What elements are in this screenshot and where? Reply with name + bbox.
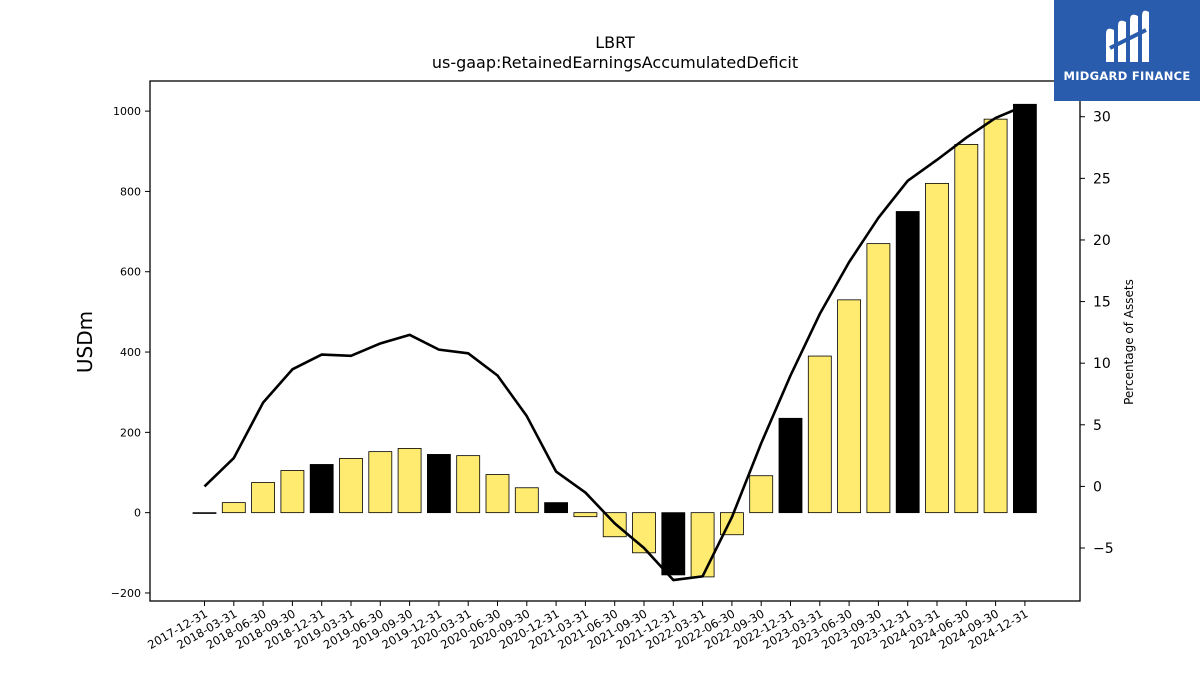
- y2-tick-label: 15: [1093, 295, 1111, 311]
- bar-series: [192, 103, 1037, 578]
- bar-2018-03-31: [221, 502, 246, 514]
- y2-tick-label: 10: [1093, 356, 1111, 372]
- bar-2018-12-31: [309, 464, 334, 514]
- bar-2018-09-30: [280, 470, 305, 514]
- y2-axis-label: Percentage of Assets: [1122, 279, 1136, 405]
- bar-2021-12-31: [661, 512, 686, 576]
- y-axis-label: USDm: [73, 311, 97, 373]
- logo-text: MIDGARD FINANCE: [1063, 69, 1191, 83]
- bar-2019-03-31: [339, 458, 363, 514]
- percentage-of-assets-line: [203, 104, 1026, 582]
- y-tick-label: 1000: [113, 105, 141, 118]
- x-axis-ticks: 2017-12-312018-03-312018-06-302018-09-30…: [145, 601, 1030, 652]
- chart-title: LBRT: [595, 33, 635, 52]
- y2-tick-label: −5: [1093, 541, 1114, 557]
- bar-2018-06-30: [251, 482, 276, 514]
- bar-2019-09-30: [397, 448, 422, 514]
- midgard-finance-logo: MIDGARD FINANCE: [1054, 0, 1200, 101]
- y2-tick-label: 5: [1093, 418, 1102, 434]
- bar-2023-12-31: [895, 211, 920, 514]
- y-tick-label: 800: [120, 185, 141, 198]
- bar-2022-03-31: [690, 512, 715, 578]
- y-tick-label: 600: [120, 266, 141, 279]
- y-tick-label: 400: [120, 346, 141, 359]
- midgard-m-logo-icon: [1106, 10, 1149, 63]
- bar-2020-12-31: [544, 502, 568, 514]
- y-axis-ticks: −200 0 200 400 600 800 1000: [111, 105, 150, 600]
- bar-2024-12-31: [1013, 103, 1037, 514]
- bar-2020-09-30: [514, 487, 539, 514]
- bar-2020-03-31: [456, 455, 481, 514]
- y-tick-label: −200: [111, 587, 141, 600]
- bar-2017-12-31: [192, 512, 217, 514]
- bar-2022-09-30: [749, 475, 774, 514]
- line-series: [203, 104, 1026, 582]
- chart-subtitle: us-gaap:RetainedEarningsAccumulatedDefic…: [432, 53, 798, 72]
- plot-frame: [149, 80, 1081, 602]
- y2-tick-label: 0: [1093, 479, 1102, 495]
- y2-axis-ticks: −5 0 5 10 15 20 25 30: [1080, 110, 1114, 557]
- bar-2020-06-30: [485, 474, 510, 514]
- bar-2021-03-31: [573, 512, 598, 518]
- y2-tick-label: 25: [1093, 171, 1111, 187]
- bar-2024-09-30: [983, 118, 1008, 514]
- y-tick-label: 200: [120, 426, 141, 439]
- bar-2023-03-31: [807, 355, 832, 514]
- bar-2019-06-30: [368, 451, 393, 514]
- y2-tick-label: 30: [1093, 110, 1111, 126]
- bar-2024-06-30: [954, 144, 979, 514]
- bar-2023-09-30: [866, 243, 891, 514]
- bar-2024-03-31: [925, 182, 949, 514]
- bar-2022-12-31: [778, 417, 803, 514]
- bar-2019-12-31: [426, 454, 451, 514]
- y-tick-label: 0: [134, 507, 141, 520]
- bar-2023-06-30: [837, 299, 861, 514]
- y2-tick-label: 20: [1093, 233, 1111, 249]
